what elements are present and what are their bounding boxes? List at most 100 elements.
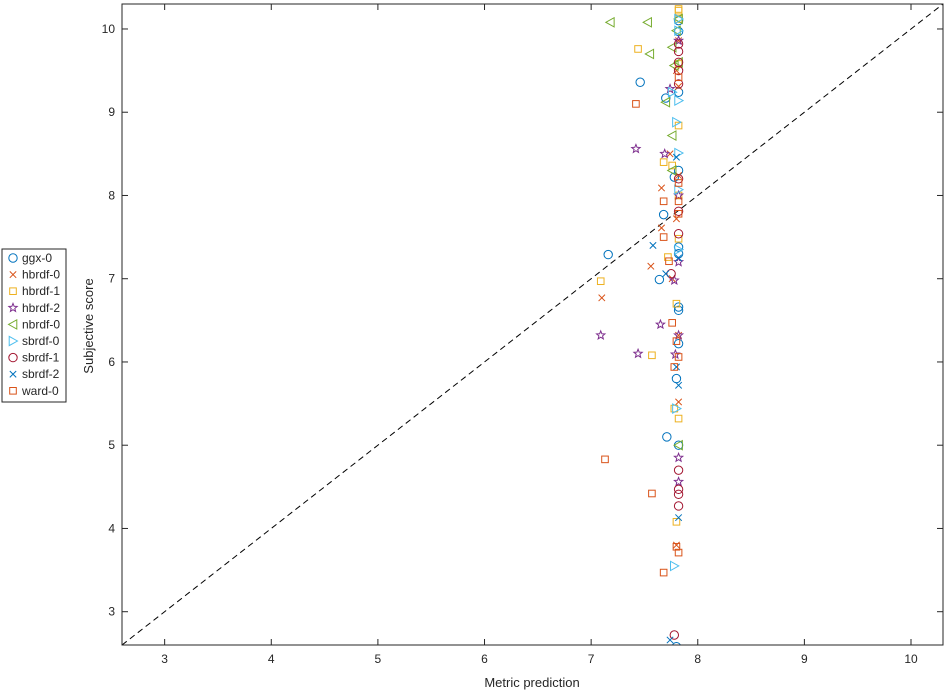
legend-label: hbrdf-0 <box>22 268 60 282</box>
data-point <box>659 148 671 159</box>
data-point <box>635 77 645 87</box>
legend-label: hbrdf-2 <box>22 301 60 315</box>
data-point <box>672 542 681 551</box>
data-point <box>662 270 670 278</box>
data-point <box>670 25 681 37</box>
data-point <box>673 338 684 349</box>
data-point <box>672 363 680 371</box>
legend-marker <box>8 253 18 263</box>
legend-label: nbrdf-0 <box>22 317 60 331</box>
data-point <box>662 432 672 442</box>
data-point <box>672 337 681 345</box>
data-point <box>674 5 683 13</box>
data-point <box>657 224 666 232</box>
data-point <box>666 150 674 158</box>
data-point <box>674 179 683 187</box>
data-point <box>647 262 655 270</box>
y-tick-label: 3 <box>108 605 115 619</box>
data-point <box>659 568 668 577</box>
legend-label: sbrdf-0 <box>22 334 60 348</box>
legend-marker <box>9 387 17 395</box>
legend-item-ggx-0: ggx-0 <box>8 251 52 265</box>
series-ward-0 <box>601 73 683 577</box>
data-point <box>665 257 673 266</box>
series-sbrdf-2 <box>649 153 683 644</box>
y-axis-ticks: 3 4 5 6 7 8 9 10 <box>102 22 943 619</box>
y-tick-label: 6 <box>108 355 115 369</box>
x-tick-label: 10 <box>904 652 918 666</box>
data-point <box>658 209 669 220</box>
data-point <box>669 172 680 182</box>
data-point <box>672 299 681 308</box>
data-point <box>673 501 684 511</box>
data-point <box>674 244 685 256</box>
data-point <box>596 277 605 286</box>
data-point <box>672 116 682 128</box>
legend-label: sbrdf-2 <box>22 367 60 381</box>
data-point <box>669 630 680 640</box>
x-tick-label: 3 <box>161 652 168 666</box>
data-point <box>668 60 679 72</box>
data-point <box>670 363 679 371</box>
data-point <box>648 489 656 498</box>
data-point <box>648 351 656 360</box>
data-point <box>664 253 672 261</box>
data-point <box>649 241 657 249</box>
data-point <box>673 465 684 475</box>
data-point <box>657 184 666 192</box>
x-tick-label: 4 <box>268 652 275 666</box>
data-point <box>673 46 684 57</box>
data-point <box>668 161 676 170</box>
data-point <box>664 83 676 94</box>
data-point <box>601 455 609 464</box>
data-point <box>675 82 683 90</box>
data-point <box>604 16 615 28</box>
y-tick-label: 4 <box>108 521 115 535</box>
data-point <box>673 484 684 495</box>
data-point <box>659 158 668 166</box>
data-point <box>672 641 681 645</box>
data-point <box>675 398 683 406</box>
data-point <box>642 16 652 28</box>
data-point <box>666 636 674 644</box>
identity-reference-line <box>122 4 943 645</box>
x-tick-label: 5 <box>375 652 382 666</box>
x-tick-label: 6 <box>481 652 488 666</box>
data-point <box>644 48 655 60</box>
y-axis-label: Subjective score <box>81 278 96 373</box>
data-point <box>667 86 678 98</box>
data-point <box>630 143 642 154</box>
legend-item-hbrdf-2: hbrdf-2 <box>7 301 60 315</box>
series-sbrdf-1 <box>666 39 684 640</box>
data-point <box>666 130 677 141</box>
data-point <box>673 65 684 76</box>
data-point <box>660 96 671 108</box>
data-point <box>598 294 606 302</box>
data-point <box>632 347 644 359</box>
data-point <box>673 305 684 316</box>
plot-frame <box>121 3 944 646</box>
series-sbrdf-0 <box>667 13 685 572</box>
data-points <box>595 5 685 645</box>
legend-label: sbrdf-1 <box>22 351 60 365</box>
data-point <box>666 165 677 176</box>
data-point <box>674 25 685 37</box>
legend-item-sbrdf-2: sbrdf-2 <box>9 367 60 381</box>
legend-marker <box>8 335 19 347</box>
legend-marker <box>9 287 17 295</box>
data-point <box>675 514 683 522</box>
x-tick-label: 7 <box>588 652 595 666</box>
data-point <box>659 197 668 206</box>
data-point <box>674 184 685 196</box>
legend: ggx-0 hbrdf-0 hbrdf-1 hbrdf-2 nbrdf-0 sbrdf-0… <box>1 248 67 403</box>
x-axis-ticks: 3 4 5 6 7 8 9 10 <box>161 4 918 666</box>
data-point <box>666 269 676 279</box>
y-tick-label: 5 <box>108 438 115 452</box>
data-point <box>654 274 665 285</box>
data-point <box>673 39 684 49</box>
data-point <box>674 234 683 243</box>
y-tick-label: 8 <box>108 188 115 202</box>
data-point <box>673 229 684 239</box>
legend-marker <box>8 352 18 363</box>
